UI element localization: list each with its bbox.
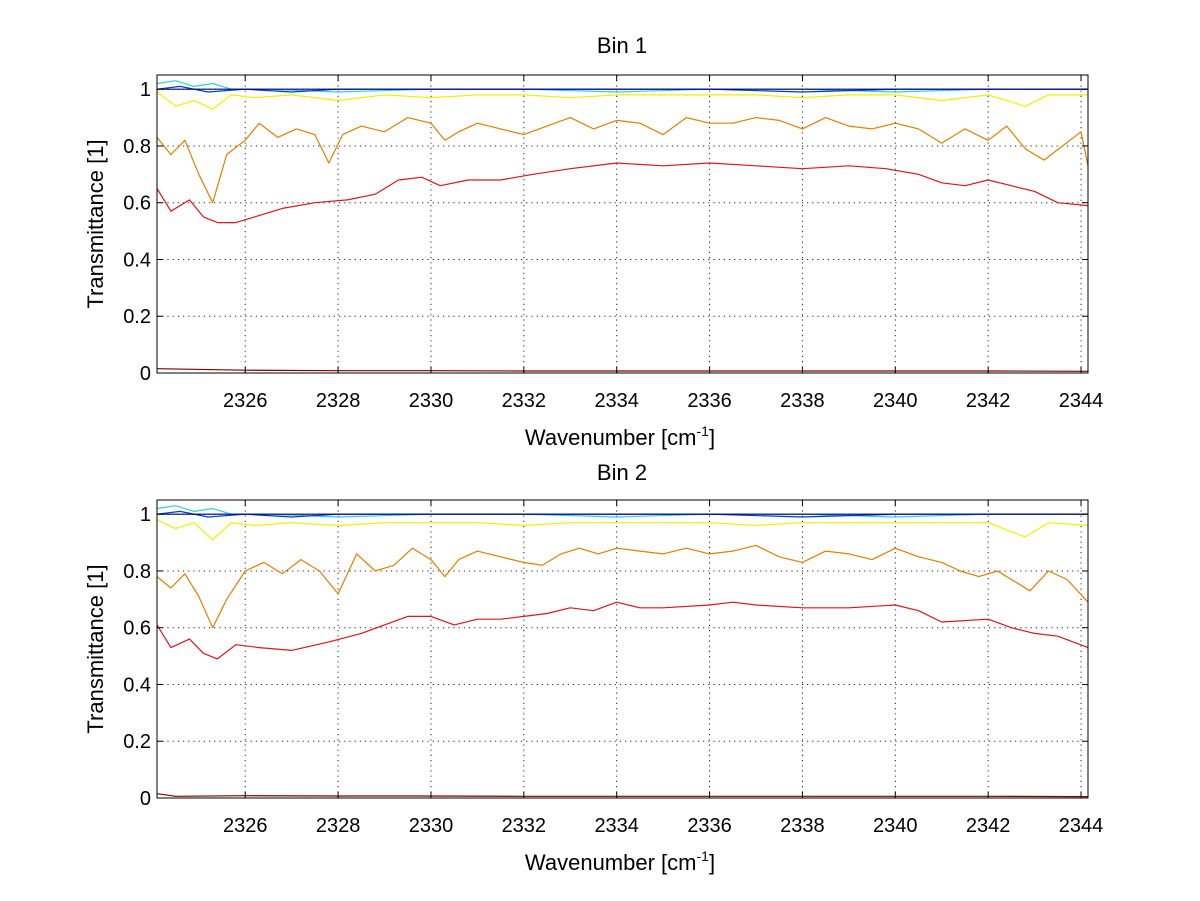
x-axis-label: Wavenumber [cm-1] [525, 423, 715, 450]
x-tick-label: 2340 [873, 390, 918, 412]
series-orange [156, 116, 1089, 204]
panel-bin-1: Bin 1 0 0.2 0.4 0.6 0.8 1 2326 2328 2330 2332 233… [83, 33, 1103, 450]
ticks [157, 500, 1088, 799]
axes-frame [156, 74, 1089, 374]
ticks [157, 75, 1088, 374]
y-tick-label: 0 [140, 363, 151, 385]
x-tick-label: 2338 [780, 390, 825, 412]
series-orange [156, 544, 1089, 629]
x-tick-label: 2328 [316, 815, 361, 837]
y-axis-label: Transmittance [1] [83, 564, 108, 733]
y-tick-label: 0.8 [123, 561, 151, 583]
x-tick-label: 2344 [1059, 390, 1104, 412]
x-tick-label: 2336 [687, 815, 732, 837]
series-dark-red [156, 793, 1089, 798]
y-tick-label: 1 [140, 504, 151, 526]
x-tick-label: 2344 [1059, 815, 1104, 837]
x-tick-labels: 2326 2328 2330 2332 2334 2336 2338 2340 2342 2344 [223, 390, 1103, 412]
series-yellow [156, 91, 1088, 110]
y-tick-label: 0.4 [123, 249, 151, 271]
x-tick-label: 2326 [223, 390, 268, 412]
y-tick-label: 0 [140, 788, 151, 810]
series-red [156, 162, 1089, 224]
x-tick-label: 2328 [316, 390, 361, 412]
y-tick-label: 0.8 [123, 136, 151, 158]
x-tick-label: 2330 [409, 815, 454, 837]
x-tick-label: 2342 [966, 815, 1011, 837]
y-tick-labels: 0 0.2 0.4 0.6 0.8 1 [123, 504, 151, 810]
x-tick-label: 2332 [502, 815, 547, 837]
axes-frame [156, 499, 1089, 799]
y-tick-label: 0.6 [123, 618, 151, 640]
x-tick-label: 2326 [223, 815, 268, 837]
y-tick-label: 0.2 [123, 306, 151, 328]
x-tick-label: 2332 [502, 390, 547, 412]
x-tick-label: 2330 [409, 390, 454, 412]
x-tick-label: 2334 [594, 815, 639, 837]
series-yellow [156, 519, 1089, 541]
y-tick-labels: 0 0.2 0.4 0.6 0.8 1 [123, 79, 151, 385]
y-tick-label: 1 [140, 79, 151, 101]
x-tick-label: 2342 [966, 390, 1011, 412]
panel-bin-2: Bin 2 0 0.2 0.4 0.6 0.8 1 2326 2328 2330 2332 233… [83, 460, 1103, 875]
y-tick-label: 0.6 [123, 193, 151, 215]
x-axis-label: Wavenumber [cm-1] [525, 848, 715, 875]
x-tick-label: 2340 [873, 815, 918, 837]
y-axis-label: Transmittance [1] [83, 139, 108, 308]
x-tick-label: 2334 [594, 390, 639, 412]
x-tick-labels: 2326 2328 2330 2332 2334 2336 2338 2340 2342 2344 [223, 815, 1103, 837]
plot-title: Bin 2 [597, 460, 647, 485]
series-group [156, 505, 1089, 798]
y-tick-label: 0.2 [123, 731, 151, 753]
plot-title: Bin 1 [597, 33, 647, 58]
x-tick-label: 2338 [780, 815, 825, 837]
y-tick-label: 0.4 [123, 674, 151, 696]
series-red [156, 601, 1089, 660]
x-tick-label: 2336 [687, 390, 732, 412]
